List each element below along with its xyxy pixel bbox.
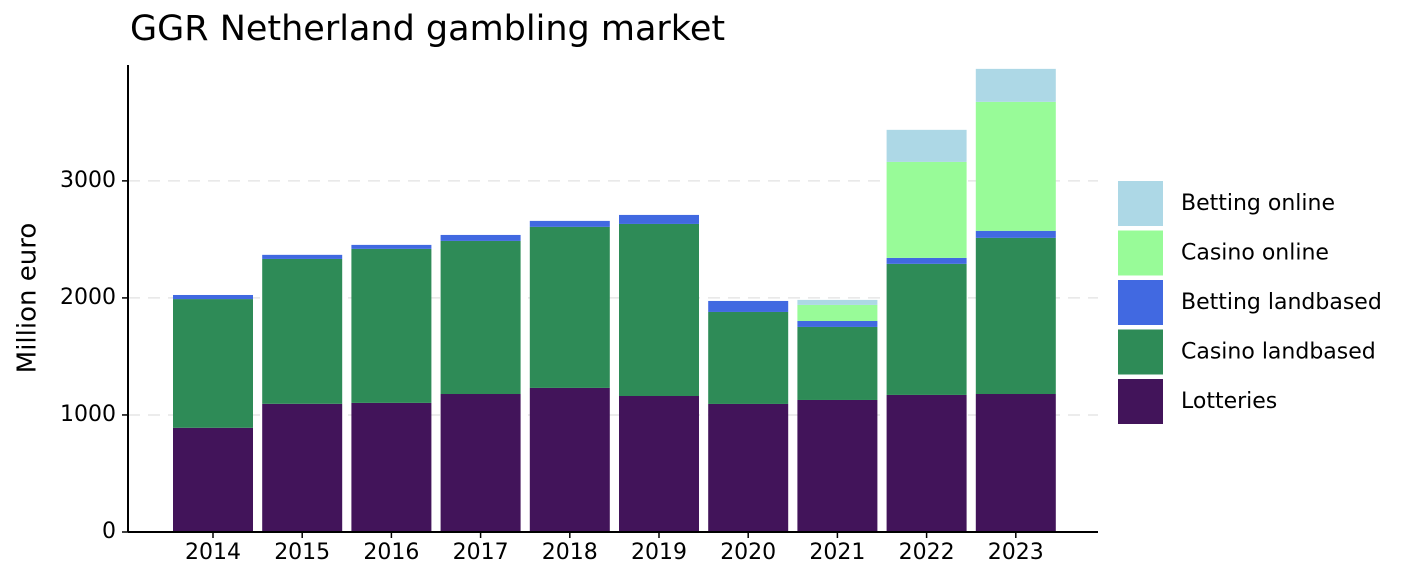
- y-tick-label: 1000: [60, 402, 116, 427]
- bar-segment: [975, 101, 1056, 231]
- x-tick-label: 2021: [809, 540, 865, 565]
- bar-segment: [529, 387, 610, 532]
- bar-segment: [529, 226, 610, 388]
- bar-segment: [797, 320, 878, 327]
- bar-segment: [619, 223, 699, 396]
- bar-segment: [351, 402, 432, 532]
- bar-segment: [975, 230, 1056, 238]
- bar-segment: [619, 395, 699, 532]
- bar-segment: [262, 254, 343, 259]
- chart-title: GGR Netherland gambling market: [130, 9, 725, 49]
- bar-segment: [708, 300, 789, 312]
- bar-segment: [440, 394, 521, 532]
- bar-segment: [173, 427, 253, 532]
- bar-segment: [708, 403, 789, 532]
- bar-segment: [173, 299, 253, 428]
- bar-segment: [886, 129, 967, 162]
- x-tick-label: 2017: [453, 540, 509, 565]
- bar-segment: [262, 258, 343, 404]
- bar-segment: [797, 326, 878, 400]
- legend-swatch: [1118, 181, 1163, 226]
- bar-segment: [440, 234, 521, 241]
- bar-segment: [351, 244, 432, 249]
- legend-swatch: [1118, 379, 1163, 424]
- legend-swatch: [1118, 280, 1163, 325]
- bar-segment: [797, 299, 878, 305]
- legend-label: Betting landbased: [1181, 290, 1382, 315]
- bar-segment: [797, 304, 878, 321]
- bar-segment: [440, 240, 521, 395]
- x-tick-label: 2023: [988, 540, 1044, 565]
- legend-swatch: [1118, 329, 1163, 375]
- bar-segment: [173, 294, 253, 300]
- bar-segment: [886, 161, 967, 258]
- bar-segment: [619, 214, 699, 224]
- bar-segment: [529, 220, 610, 227]
- y-tick-label: 0: [102, 519, 116, 544]
- x-tick-label: 2014: [185, 540, 241, 565]
- legend-label: Lotteries: [1181, 389, 1277, 414]
- y-axis-label: Million euro: [13, 223, 43, 373]
- x-tick-label: 2022: [899, 540, 955, 565]
- x-tick-label: 2018: [542, 540, 598, 565]
- legend-label: Betting online: [1181, 191, 1335, 216]
- bar-segment: [886, 394, 967, 532]
- bar-segment: [975, 68, 1056, 102]
- x-tick-label: 2019: [631, 540, 687, 565]
- bar-segment: [797, 399, 878, 532]
- y-tick-label: 2000: [60, 285, 116, 310]
- bar-segment: [886, 257, 967, 264]
- legend-swatch: [1118, 230, 1163, 276]
- bar-segment: [975, 394, 1056, 532]
- x-tick-label: 2015: [274, 540, 330, 565]
- legend-label: Casino landbased: [1181, 340, 1376, 365]
- bar-segment: [975, 237, 1056, 395]
- y-tick-label: 3000: [60, 168, 116, 193]
- x-tick-label: 2016: [363, 540, 419, 565]
- bar-segment: [262, 403, 343, 532]
- bar-segment: [351, 248, 432, 403]
- legend-label: Casino online: [1181, 241, 1329, 266]
- x-tick-label: 2020: [720, 540, 776, 565]
- bar-segment: [886, 263, 967, 395]
- bar-segment: [708, 311, 789, 404]
